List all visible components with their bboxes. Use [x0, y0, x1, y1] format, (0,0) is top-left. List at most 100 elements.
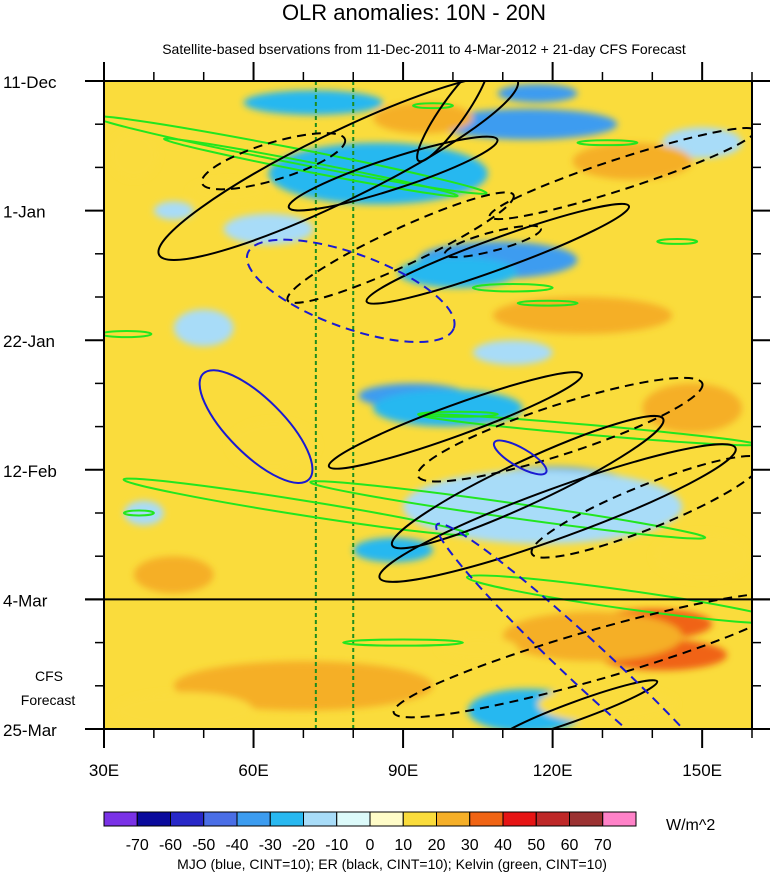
- anomaly-blob: [153, 201, 194, 220]
- anomaly-blob: [642, 383, 743, 433]
- er-contour: [157, 81, 520, 261]
- axis-ticks: 11-Dec 1-Jan 22-Jan 12-Feb 4-Mar 25-Mar 30E 60E…: [3, 62, 770, 780]
- colorbar-swatch: [535, 811, 570, 827]
- er-contour: [416, 376, 704, 483]
- colorbar-swatch: [336, 811, 371, 827]
- er-contour: [365, 202, 631, 305]
- anomaly-blob: [497, 84, 578, 103]
- er-contour: [488, 127, 752, 221]
- colorbar-swatch: [170, 811, 205, 827]
- colorbar-label: 10: [394, 837, 412, 854]
- kelvin-contour: [104, 115, 488, 195]
- er-contour: [378, 443, 737, 583]
- anomaly-blob: [223, 213, 314, 245]
- colorbar-swatch: [269, 811, 304, 827]
- kelvin-contour: [309, 480, 707, 540]
- er-contour: [530, 455, 752, 559]
- colorbar-label: 40: [494, 837, 512, 854]
- x-tick-label: 150E: [682, 761, 722, 780]
- y-tick-label: 25-Mar: [3, 721, 57, 740]
- y-tick-label: 11-Dec: [3, 73, 57, 92]
- colorbar-label: -70: [126, 837, 149, 854]
- anomaly-blob: [662, 127, 743, 159]
- y-tick-label: 22-Jan: [3, 332, 55, 351]
- chart-footnote: MJO (blue, CINT=10); ER (black, CINT=10)…: [177, 856, 607, 872]
- kelvin-contour: [122, 509, 155, 517]
- kelvin-contour: [163, 137, 459, 198]
- colorbar-label: -20: [292, 837, 315, 854]
- colorbar-swatch: [602, 811, 637, 827]
- colorbar-swatch: [402, 811, 437, 827]
- anomaly-blob: [173, 309, 234, 347]
- colorbar-swatch: [569, 811, 604, 827]
- anomaly-blob: [228, 420, 319, 470]
- x-tick-label: 60E: [238, 761, 268, 780]
- er-contour: [287, 135, 499, 212]
- x-tick-label: 30E: [89, 761, 119, 780]
- mjo-contour: [492, 439, 548, 476]
- anomaly-blob: [113, 691, 254, 729]
- anomaly-blob: [108, 130, 159, 180]
- wave-contours: [104, 81, 752, 729]
- anomaly-field: [108, 84, 752, 729]
- x-tick-label: 120E: [533, 761, 573, 780]
- y-tick-label: 1-Jan: [3, 203, 46, 222]
- colorbar-swatch: [369, 811, 404, 827]
- colorbar-swatch: [469, 811, 504, 827]
- colorbar-label: -50: [192, 837, 215, 854]
- anomaly-blob: [537, 685, 678, 723]
- colorbar-label: 30: [461, 837, 479, 854]
- er-contour: [286, 191, 515, 304]
- er-contour: [327, 371, 583, 470]
- forecast-note-line2: Forecast: [21, 692, 76, 708]
- colorbar-label: -60: [159, 837, 182, 854]
- kelvin-contour: [417, 410, 499, 418]
- er-contour: [496, 679, 659, 729]
- kelvin-contour: [412, 102, 454, 110]
- anomaly-blob: [437, 108, 618, 140]
- anomaly-blob: [373, 102, 473, 134]
- kelvin-contour: [516, 299, 579, 307]
- colorbar-swatch: [136, 811, 171, 827]
- kelvin-contour: [656, 237, 699, 245]
- colorbar-label: 0: [366, 837, 375, 854]
- plot-area: 11-Dec 1-Jan 22-Jan 12-Feb 4-Mar 25-Mar 30E 60E…: [3, 62, 770, 780]
- colorbar-label: -30: [259, 837, 282, 854]
- anomaly-blob: [188, 179, 269, 205]
- colorbar-swatch: [236, 811, 271, 827]
- plot-frame: [103, 80, 753, 730]
- anomaly-blob: [437, 636, 518, 662]
- anomaly-blob: [502, 611, 683, 662]
- kelvin-contour: [471, 283, 554, 293]
- mjo-contour: [245, 238, 456, 343]
- forecast-note-line1: CFS: [35, 668, 63, 684]
- colorbar-swatch: [502, 811, 537, 827]
- mjo-contour: [198, 369, 314, 484]
- colorbar-swatch: [203, 811, 238, 827]
- colorbar: -70 -60 -50 -40 -30 -20 -10 0 10 20 30 40 50 60 70: [103, 811, 637, 854]
- anomaly-blob: [572, 142, 693, 180]
- anomaly-blob: [173, 661, 433, 711]
- colorbar-label: 50: [527, 837, 545, 854]
- chart-subtitle: Satellite-based bservations from 11-Dec-…: [162, 41, 686, 57]
- er-contour: [392, 591, 752, 719]
- er-contour: [443, 224, 543, 259]
- kelvin-contour: [122, 477, 470, 537]
- x-tick-label: 90E: [388, 761, 418, 780]
- colorbar-swatch: [103, 811, 138, 827]
- colorbar-label: 20: [428, 837, 446, 854]
- colorbar-units: W/m^2: [666, 817, 715, 834]
- anomaly-blob: [243, 90, 384, 115]
- reference-lines: [314, 81, 355, 729]
- kelvin-contour: [104, 329, 153, 339]
- kelvin-contour: [576, 139, 639, 147]
- er-contour: [390, 414, 665, 550]
- anomaly-blob: [652, 531, 752, 581]
- er-contour: [416, 81, 490, 163]
- anomaly-blob: [133, 556, 214, 594]
- mjo-contour: [435, 522, 745, 729]
- colorbar-label: 70: [594, 837, 612, 854]
- y-tick-label: 4-Mar: [3, 591, 48, 610]
- kelvin-contour: [465, 574, 752, 625]
